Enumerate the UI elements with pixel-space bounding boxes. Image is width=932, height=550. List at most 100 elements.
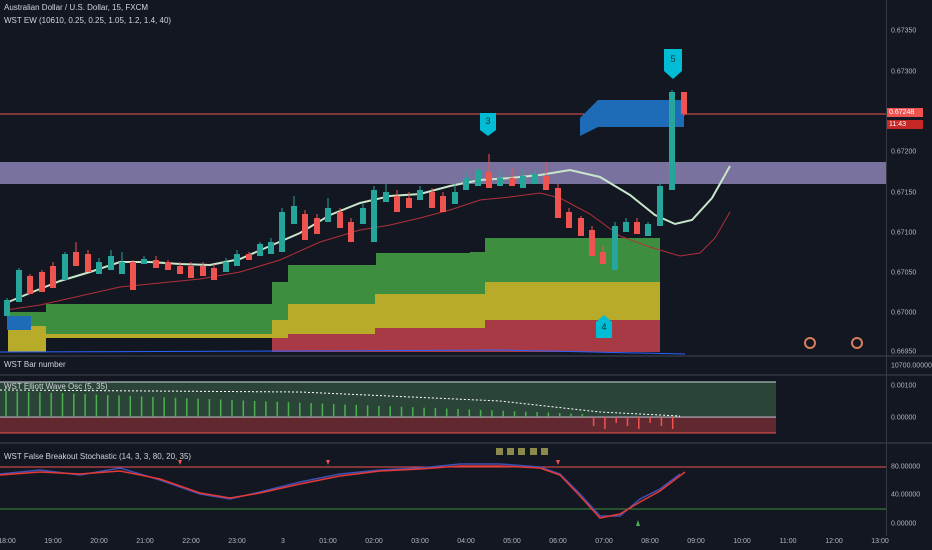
candle-body — [314, 218, 320, 234]
time-tick: 13:00 — [871, 538, 889, 545]
candle-body — [234, 254, 240, 266]
wave3-badge[interactable] — [480, 113, 496, 136]
price-tick: 0.67100 — [891, 229, 917, 237]
osc-tick: 0.00100 — [891, 382, 917, 390]
time-tick: 07:00 — [595, 538, 613, 545]
candle-body — [657, 186, 663, 226]
price-chart-pane[interactable]: Australian Dollar / U.S. Dollar, 15, FXC… — [0, 0, 886, 355]
event-marker[interactable] — [804, 337, 816, 349]
wave5-target-zone — [580, 100, 684, 136]
stoch-tick: 0.00000 — [891, 520, 917, 528]
time-tick: 12:00 — [825, 538, 843, 545]
band-green — [8, 238, 660, 334]
osc-tick: 0.00000 — [891, 414, 917, 422]
candle-body — [509, 178, 515, 186]
bar-number-line — [0, 349, 686, 355]
candle-body — [486, 172, 492, 188]
candle-body — [50, 266, 56, 288]
candle-body — [348, 222, 354, 242]
candle-body — [406, 198, 412, 208]
stochastic-pane[interactable]: WST False Breakout Stochastic (14, 3, 3,… — [0, 444, 886, 536]
candle-body — [188, 266, 194, 278]
band-yellow-left — [8, 326, 46, 352]
time-tick: 19:00 — [44, 538, 62, 545]
time-tick: 21:00 — [136, 538, 154, 545]
elliott-osc-axis[interactable]: 0.00100 0.00000 — [887, 376, 932, 442]
time-axis[interactable]: 18:00 19:00 20:00 21:00 22:00 23:00 3 01:00 02:0… — [0, 536, 889, 550]
target-bands — [7, 238, 660, 352]
band-red — [272, 320, 660, 352]
elliott-osc-pane[interactable]: WST Elliott Wave Osc (5, 35) — [0, 376, 886, 442]
price-axis[interactable]: 0.67350 0.67300 0.67200 0.67150 0.67100 … — [887, 0, 932, 356]
candle-body — [555, 188, 561, 218]
candle-body — [302, 214, 308, 240]
time-tick: 08:00 — [641, 538, 659, 545]
candle-body — [383, 192, 389, 202]
candle-body — [681, 92, 687, 114]
candle-body — [634, 222, 640, 234]
wave5-badge[interactable] — [664, 49, 682, 79]
bar-number-axis[interactable]: 10700.00000 — [887, 357, 932, 374]
candle-body — [623, 222, 629, 232]
blue-box-left — [7, 316, 31, 330]
pane-separator[interactable] — [0, 355, 932, 357]
elliott-osc-legend[interactable]: WST Elliott Wave Osc (5, 35) — [4, 382, 108, 391]
pane-separator[interactable] — [0, 442, 932, 444]
candle-body — [589, 230, 595, 256]
candle-body — [257, 244, 263, 256]
bar-number-legend[interactable]: WST Bar number — [4, 360, 66, 369]
candle-body — [612, 226, 618, 270]
candle-body — [246, 254, 252, 260]
elliott-osc-canvas — [0, 381, 776, 434]
event-marker[interactable] — [851, 337, 863, 349]
wave4-badge[interactable] — [596, 315, 612, 338]
candle-body — [16, 270, 22, 302]
indicator-legend[interactable]: WST EW (10610, 0.25, 0.25, 1.05, 1.2, 1.… — [4, 16, 172, 25]
symbol-legend[interactable]: Australian Dollar / U.S. Dollar, 15, FXC… — [4, 3, 149, 12]
candle-body — [600, 252, 606, 264]
time-tick: 06:00 — [549, 538, 567, 545]
time-tick: 04:00 — [457, 538, 475, 545]
candle-body — [108, 256, 114, 270]
bar-countdown: 11:43 — [887, 120, 923, 129]
candle-body — [165, 262, 171, 270]
signal-squares — [496, 448, 548, 455]
bar-number-pane[interactable]: WST Bar number — [0, 357, 886, 374]
candle-body — [520, 176, 526, 188]
pane-separator[interactable] — [0, 374, 932, 376]
price-tick: 0.67050 — [891, 269, 917, 277]
time-tick: 05:00 — [503, 538, 521, 545]
candle-body — [475, 170, 481, 186]
stoch-tick: 40.00000 — [891, 491, 921, 499]
candle-body — [394, 196, 400, 212]
candle-body — [4, 300, 10, 316]
candle-body — [578, 218, 584, 236]
wave5-label: 5 — [670, 54, 676, 64]
candle-body — [566, 212, 572, 228]
stochastic-axis[interactable]: 80.00000 40.00000 0.00000 — [887, 444, 932, 536]
time-tick: 20:00 — [90, 538, 108, 545]
bar-number-tick: 10700.00000 — [891, 362, 932, 370]
stochastic-legend[interactable]: WST False Breakout Stochastic (14, 3, 3,… — [4, 452, 192, 461]
candle-body — [452, 192, 458, 204]
ma-slow — [5, 192, 731, 311]
candle-body — [291, 206, 297, 224]
price-chart-canvas[interactable] — [0, 0, 886, 355]
time-tick: 10:00 — [733, 538, 751, 545]
candle-body — [532, 174, 538, 184]
candle-body — [360, 208, 366, 224]
candle-body — [141, 259, 147, 264]
candle-body — [279, 212, 285, 252]
price-tick: 0.66950 — [891, 348, 917, 356]
candle-body — [223, 262, 229, 272]
candle-body — [119, 262, 125, 274]
candle-body — [153, 260, 159, 268]
candlesticks[interactable] — [4, 90, 687, 316]
time-tick: 3 — [281, 538, 285, 545]
candle-body — [268, 242, 274, 254]
price-axis-border — [886, 0, 887, 536]
last-price-tag: 0.67248 — [887, 108, 923, 117]
candle-body — [85, 254, 91, 272]
candle-body — [371, 190, 377, 242]
price-tick: 0.67000 — [891, 309, 917, 317]
